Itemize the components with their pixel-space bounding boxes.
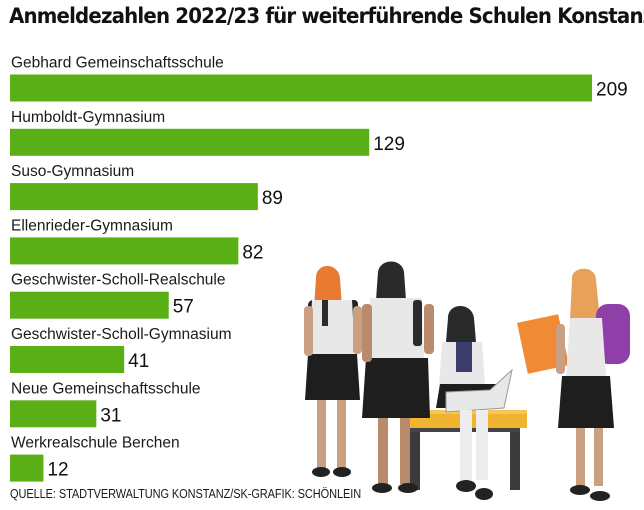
value-label: 129 xyxy=(373,134,405,155)
category-label: Neue Gemeinschaftsschule xyxy=(11,380,201,397)
value-label: 57 xyxy=(173,297,194,318)
value-label: 209 xyxy=(596,80,628,101)
chart-title: Anmeldezahlen 2022/23 für weiterführende… xyxy=(9,4,644,29)
value-label: 41 xyxy=(128,351,149,372)
category-label: Werkrealschule Berchen xyxy=(11,435,180,452)
category-label: Humboldt-Gymnasium xyxy=(11,109,165,126)
bar xyxy=(10,128,370,156)
value-label: 31 xyxy=(100,405,121,426)
student-sitting-girl-illustration xyxy=(436,306,513,500)
category-label: Ellenrieder-Gymnasium xyxy=(11,217,173,234)
bar xyxy=(10,346,125,373)
source-line: QUELLE: STADTVERWALTUNG KONSTANZ/SK-GRAF… xyxy=(10,487,362,501)
category-label: Geschwister-Scholl-Gymnasium xyxy=(11,326,232,343)
bar xyxy=(10,454,44,482)
bar xyxy=(10,400,97,428)
bar xyxy=(10,291,169,319)
category-label: Suso-Gymnasium xyxy=(11,163,134,180)
value-label: 82 xyxy=(242,242,263,263)
value-label: 12 xyxy=(47,460,68,481)
value-label: 89 xyxy=(262,188,283,209)
student-girl-4-illustration xyxy=(517,268,630,501)
bar xyxy=(10,237,239,265)
student-girl-2-illustration xyxy=(362,261,434,493)
category-label: Geschwister-Scholl-Realschule xyxy=(11,272,226,289)
bar xyxy=(10,183,258,211)
students-illustration xyxy=(304,261,630,501)
student-girl-1-illustration xyxy=(304,266,362,477)
category-label: Gebhard Gemeinschaftsschule xyxy=(11,55,224,72)
bar xyxy=(10,74,592,102)
